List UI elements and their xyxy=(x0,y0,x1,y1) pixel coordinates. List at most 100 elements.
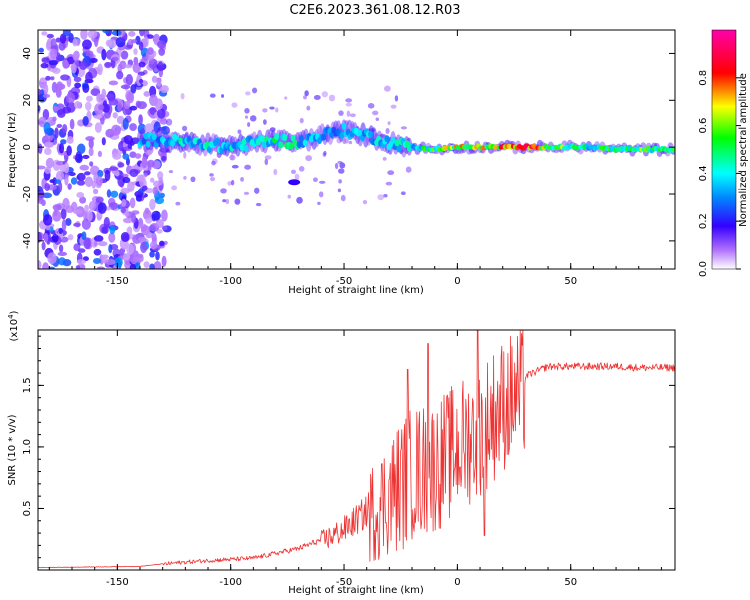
spectrogram-ridge-cell xyxy=(141,137,147,145)
spectrogram-noise-cell xyxy=(89,161,94,167)
spectrogram-noise-cell xyxy=(58,257,67,266)
spectrogram-speckle-cell xyxy=(303,95,307,100)
spectrogram-speckle-cell xyxy=(323,150,327,156)
spectrogram-noise-cell xyxy=(143,90,151,97)
spectrogram-noise-cell xyxy=(147,166,152,171)
spectrogram-noise-cell xyxy=(92,188,99,195)
snr-x-ticks: -150 -100 -50 0 50 xyxy=(48,330,662,588)
spectrogram-noise-cell xyxy=(67,234,74,241)
spectrogram-noise-cell xyxy=(106,189,112,198)
spectrogram-noise-cell xyxy=(111,30,122,36)
spectrogram-speckle-cell xyxy=(345,98,353,103)
spectrogram-noise-cell xyxy=(144,123,155,134)
spectrogram-noise-cell xyxy=(129,263,137,269)
spectrogram-noise-cell xyxy=(72,51,79,61)
spectrogram-speckle-cell xyxy=(299,117,304,124)
spectrogram-noise-cell xyxy=(138,41,144,51)
spectrogram-speckle-cell xyxy=(337,160,343,164)
spectrogram-noise-cell xyxy=(127,181,135,192)
spectrogram-noise-cell xyxy=(66,56,75,65)
spectrogram-noise-cell xyxy=(43,141,53,148)
spectrogram-noise-cell xyxy=(85,136,95,142)
spectrogram-noise-cell xyxy=(48,60,59,66)
spectrogram-noise-cell xyxy=(100,254,109,259)
spectrogram-x-axis-label: Height of straight line (km) xyxy=(288,285,424,296)
spectrogram-noise-cell xyxy=(145,231,153,239)
colorbar-gradient xyxy=(711,29,737,270)
spectrogram-noise-cell xyxy=(61,219,67,231)
spectrogram-noise-cell xyxy=(96,93,102,103)
spectrogram-noise-cell xyxy=(124,64,133,69)
spectrogram-speckle-cell xyxy=(385,128,390,135)
spectrogram-noise-cell xyxy=(62,106,72,114)
spectrogram-noise-cell xyxy=(41,241,46,251)
spectrogram-speckle-cell xyxy=(182,125,188,132)
spectrogram-frame xyxy=(37,29,676,270)
spectrogram-ridge-cell xyxy=(368,130,374,138)
spectrogram-noise-cell xyxy=(129,151,137,159)
spectrogram-noise-cell xyxy=(93,240,98,247)
spectrogram-noise-cell xyxy=(84,204,89,212)
spectrogram-noise-cell xyxy=(62,197,70,210)
spectrogram-noise-cell xyxy=(145,217,153,224)
spectrogram-speckle-cell xyxy=(231,102,238,108)
spectrogram-speckle-cell xyxy=(337,168,345,174)
spectrogram-noise-cell xyxy=(121,198,127,207)
spectrogram-noise-cell xyxy=(51,81,58,93)
spectrogram-noise-cell xyxy=(158,177,164,186)
spectrogram-noise-cell xyxy=(84,176,94,188)
spectrogram-speckle-cell xyxy=(244,108,250,114)
spectrogram-noise-cell xyxy=(161,209,168,222)
spectrogram-noise-cell xyxy=(41,199,46,207)
spectrogram-noise-cell xyxy=(65,218,72,226)
spectrogram-noise-cell xyxy=(42,262,50,269)
spectrogram-noise-cell xyxy=(56,123,63,128)
spectrogram-noise-cell xyxy=(44,147,52,156)
spectrogram-noise-cell xyxy=(81,218,91,230)
spectrogram-noise-cell xyxy=(104,169,111,182)
spectrogram-noise-cell xyxy=(50,45,58,51)
spectrogram-noise-cell xyxy=(140,241,148,254)
spectrogram-noise-cell xyxy=(138,174,145,187)
spectrogram-noise-cell xyxy=(96,169,104,178)
spectrogram-noise-cell xyxy=(148,58,158,69)
spectrogram-speckle-cell xyxy=(340,194,346,202)
snr-y-ticks: 0.5 1.0 1.5 xyxy=(22,335,675,559)
spectrogram-x-tick-label: -100 xyxy=(219,276,242,287)
spectrogram-noise-cell xyxy=(122,253,131,261)
spectrogram-noise-cell xyxy=(83,237,91,250)
snr-y-tick-label: 1.0 xyxy=(22,439,33,455)
spectrogram-speckle-cell xyxy=(305,155,313,162)
spectrogram-noise-cell xyxy=(97,202,107,214)
spectrogram-noise-cell xyxy=(58,227,64,235)
spectrogram-ridge-cell xyxy=(239,144,245,152)
spectrogram-noise-cell xyxy=(110,190,119,198)
spectrogram-speckle-cell xyxy=(262,108,268,113)
spectrogram-noise-cell xyxy=(72,209,83,215)
spectrogram-noise-cell xyxy=(79,196,87,204)
spectrogram-noise-cell xyxy=(102,30,110,34)
spectrogram-noise-cell xyxy=(155,251,160,261)
spectrogram-noise-cell xyxy=(125,74,133,86)
spectrogram-y-tick-label: -20 xyxy=(22,186,33,202)
spectrogram-speckle-cell xyxy=(298,165,305,172)
snr-plot-area xyxy=(38,330,675,570)
spectrogram-speckle-cell xyxy=(328,94,336,102)
spectrogram-panel: -150 -100 -50 0 50 -40 -20 0 20 40 Height of str… xyxy=(7,29,676,296)
spectrogram-noise-cell xyxy=(52,210,62,222)
spectrogram-noise-cell xyxy=(149,198,156,211)
spectrogram-y-tick-label: 20 xyxy=(22,94,33,107)
spectrogram-noise-cell xyxy=(117,175,125,188)
spectrogram-speckle-cell xyxy=(230,179,235,186)
spectrogram-noise-cell xyxy=(97,150,102,157)
spectrogram-noise-cell xyxy=(120,84,131,90)
spectrogram-speckle-cell xyxy=(225,198,230,205)
spectrogram-noise-cell xyxy=(122,153,130,160)
spectrogram-noise-cell xyxy=(47,252,57,265)
spectrogram-speckle-cell xyxy=(313,95,321,100)
spectrogram-speckle-cell xyxy=(249,115,257,122)
spectrogram-noise-cell xyxy=(71,201,78,212)
spectrogram-speckle-cell xyxy=(405,166,412,173)
spectrogram-noise-cell xyxy=(66,92,76,104)
spectrogram-speckle-cell xyxy=(209,176,216,182)
